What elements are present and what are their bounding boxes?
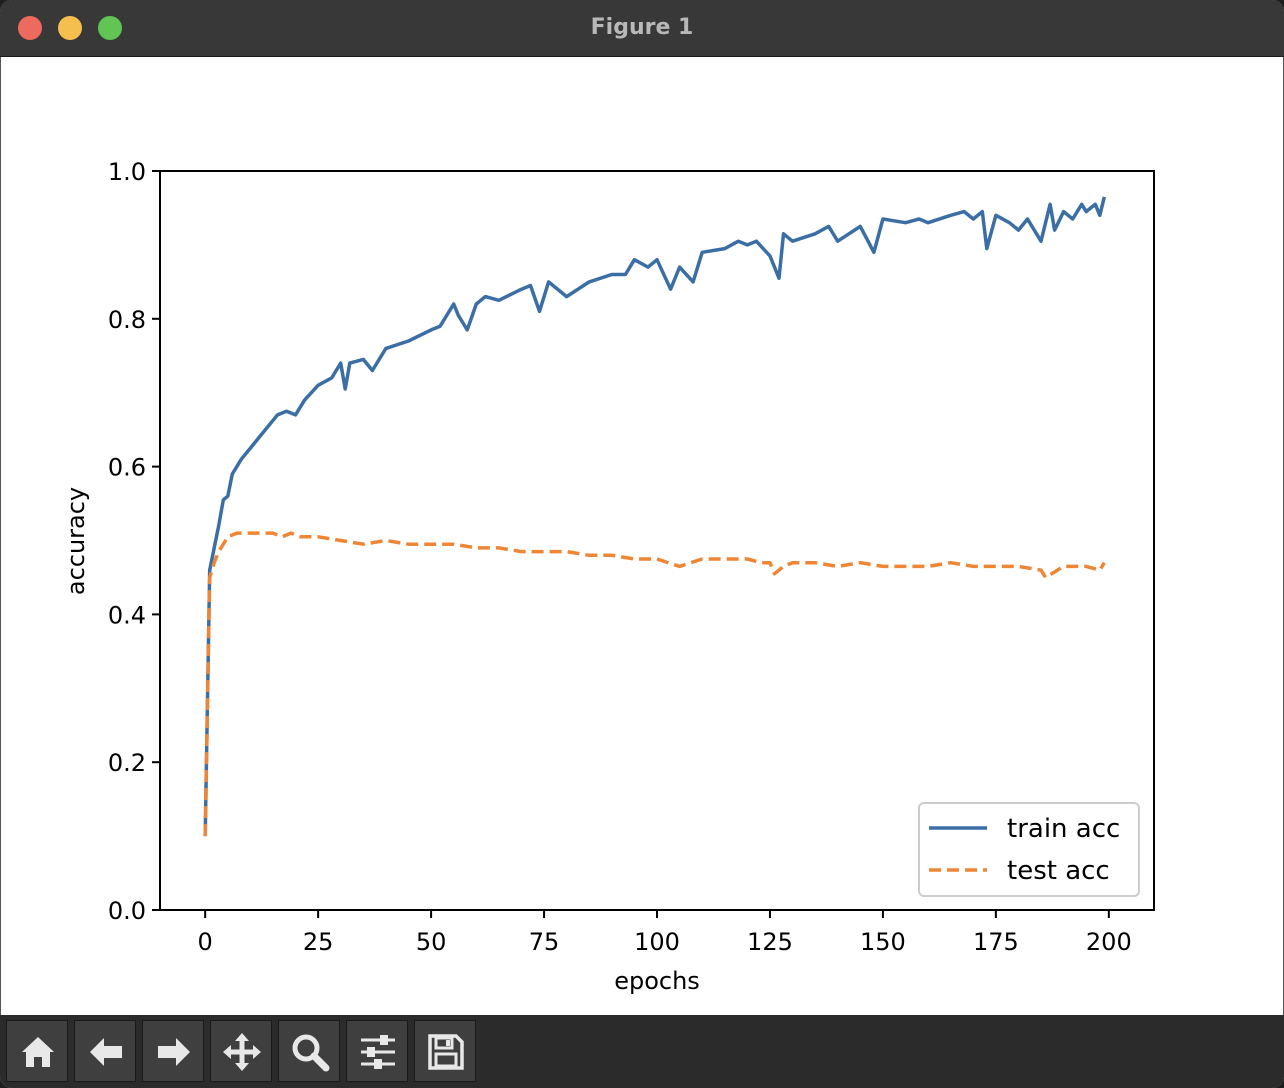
legend: train acc test acc [918, 802, 1140, 897]
legend-label-test-acc: test acc [1007, 856, 1110, 886]
x-tick-label: 75 [529, 928, 560, 956]
y-tick-label: 0.2 [108, 749, 146, 777]
x-tick-label: 150 [860, 928, 906, 956]
title-bar[interactable]: Figure 1 [0, 0, 1284, 57]
zoom-magnifier-icon [292, 1034, 330, 1072]
x-axis-ticks: 0 25 50 75 100 125 150 175 200 [198, 910, 1132, 956]
configure-subplots-icon [361, 1035, 395, 1069]
y-tick-label: 0.0 [108, 897, 146, 925]
zoom-button[interactable] [278, 1020, 340, 1082]
series-line-test-acc [203, 531, 1106, 837]
back-button[interactable] [74, 1020, 136, 1082]
pan-move-icon [223, 1033, 261, 1071]
configure-subplots-button[interactable] [346, 1020, 408, 1082]
x-tick-label: 200 [1086, 928, 1132, 956]
x-tick-label: 50 [416, 928, 447, 956]
back-arrow-icon [90, 1038, 122, 1066]
figure-canvas[interactable]: 0.0 0.2 0.4 0.6 0.8 1.0 0 25 50 75 100 125 150 175 20… [2, 57, 1282, 1015]
x-tick-label: 125 [747, 928, 793, 956]
home-button[interactable] [6, 1020, 68, 1082]
accuracy-chart: 0.0 0.2 0.4 0.6 0.8 1.0 0 25 50 75 100 125 150 175 20… [62, 158, 1155, 995]
save-button[interactable] [414, 1020, 476, 1082]
x-tick-label: 100 [634, 928, 680, 956]
series-lines [203, 196, 1106, 837]
y-axis-label: accuracy [62, 487, 90, 595]
minimize-window-button[interactable] [58, 16, 82, 40]
navigation-toolbar [0, 1015, 1284, 1088]
legend-label-train-acc: train acc [1007, 814, 1120, 844]
y-tick-label: 0.8 [108, 306, 146, 334]
pan-button[interactable] [210, 1020, 272, 1082]
save-floppy-icon [428, 1034, 464, 1070]
forward-arrow-icon [158, 1038, 190, 1066]
y-tick-label: 0.4 [108, 601, 146, 629]
home-icon [22, 1037, 54, 1067]
x-tick-label: 25 [303, 928, 334, 956]
close-window-button[interactable] [18, 16, 42, 40]
series-line-train-acc [203, 196, 1106, 837]
y-axis-ticks: 0.0 0.2 0.4 0.6 0.8 1.0 [108, 158, 160, 925]
x-axis-label: epochs [614, 967, 700, 995]
forward-button[interactable] [142, 1020, 204, 1082]
window-title: Figure 1 [590, 15, 694, 40]
x-tick-label: 0 [198, 928, 213, 956]
plot-area [159, 170, 1155, 911]
y-tick-label: 0.6 [108, 454, 146, 482]
maximize-window-button[interactable] [98, 16, 122, 40]
y-tick-label: 1.0 [108, 158, 146, 186]
x-tick-label: 175 [973, 928, 1019, 956]
